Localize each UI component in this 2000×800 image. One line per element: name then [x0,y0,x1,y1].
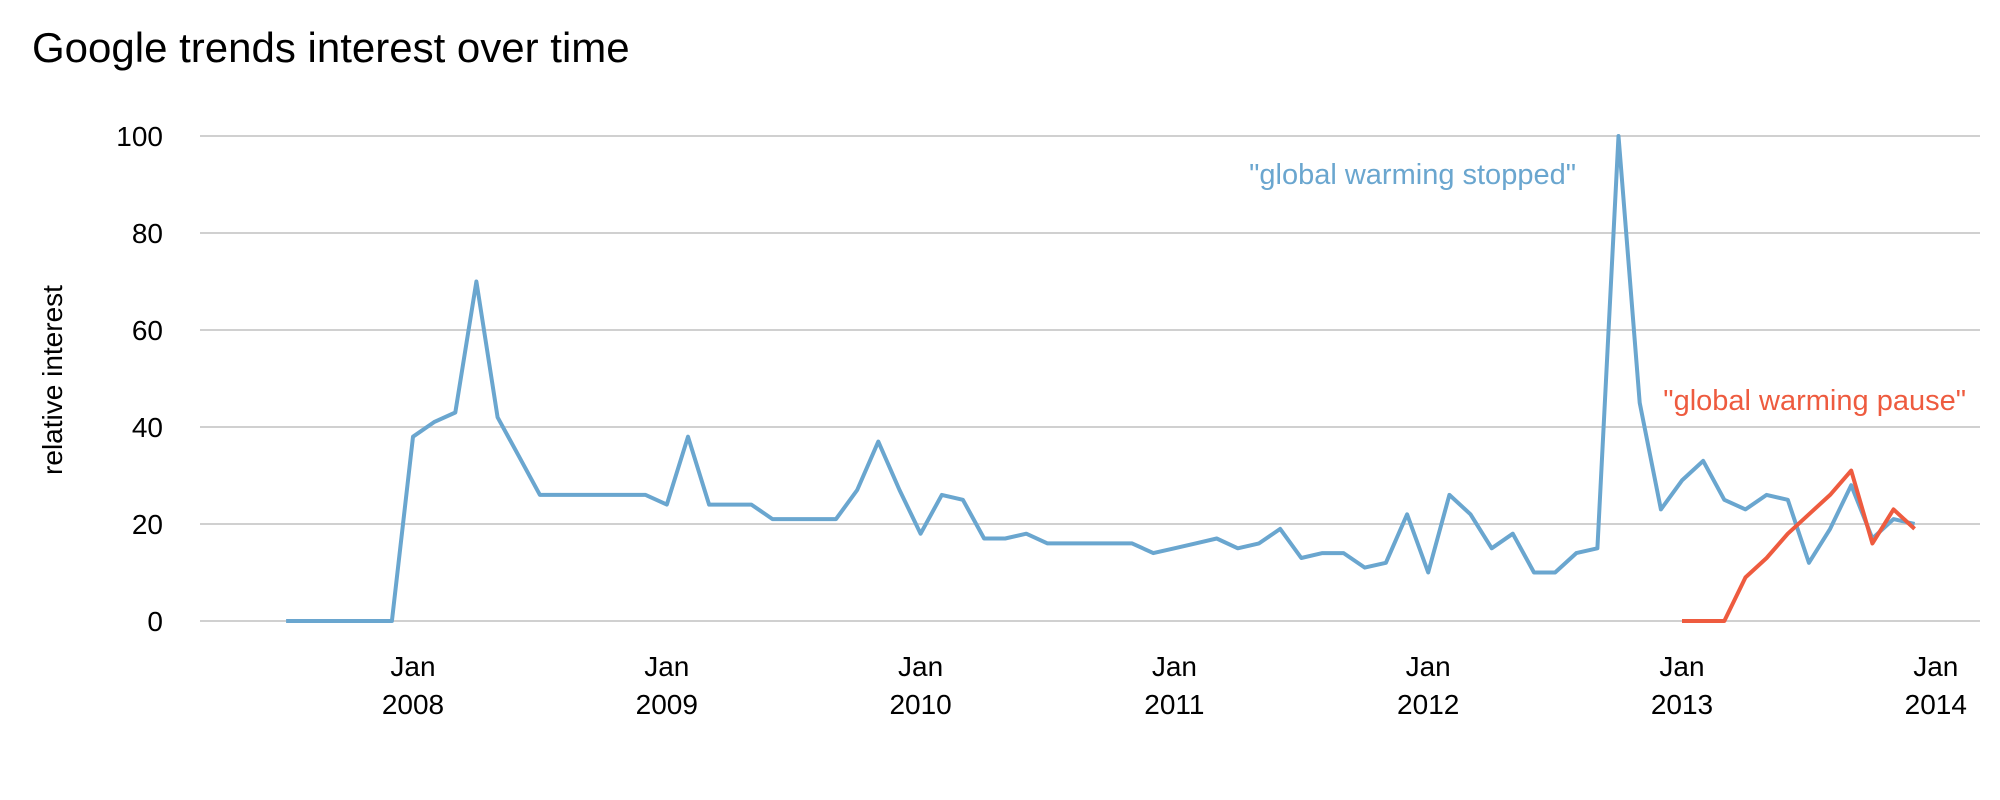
x-tick-label-month: Jan [1913,651,1958,682]
y-tick-label: 20 [132,509,163,540]
x-tick-label-month: Jan [390,651,435,682]
chart-title: Google trends interest over time [32,24,630,71]
series-annotation: "global warming stopped" [1249,159,1576,191]
y-tick-label: 100 [116,121,163,152]
x-tick-label-year: 2012 [1397,689,1459,720]
series-line [286,134,1916,623]
x-tick-label-year: 2009 [636,689,698,720]
series-line [1682,468,1916,623]
x-tick-label-year: 2011 [1144,689,1204,720]
x-tick-label-month: Jan [644,651,689,682]
y-tick-label: 60 [132,315,163,346]
y-tick-label: 80 [132,218,163,249]
y-tick-label: 0 [147,606,163,637]
x-tick-label-month: Jan [898,651,943,682]
x-tick-label-month: Jan [1659,651,1704,682]
y-tick-label: 40 [132,412,163,443]
x-tick-label-month: Jan [1406,651,1451,682]
y-axis-label: relative interest [37,285,68,475]
x-tick-label-year: 2008 [382,689,444,720]
x-tick-label-year: 2014 [1905,689,1967,720]
x-tick-label-month: Jan [1152,651,1197,682]
series-annotation: "global warming pause" [1663,385,1966,417]
x-tick-label-year: 2010 [889,689,951,720]
x-tick-label-year: 2013 [1651,689,1713,720]
